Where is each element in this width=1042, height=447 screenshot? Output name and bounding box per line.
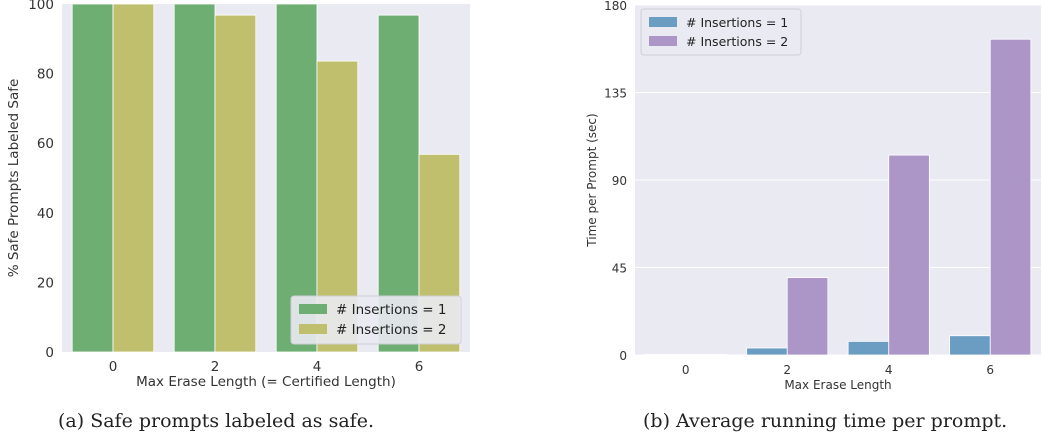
legend-swatch xyxy=(299,324,327,334)
x-tick-label: 2 xyxy=(783,363,791,377)
bar xyxy=(173,3,216,353)
y-tick-label: 100 xyxy=(28,0,54,13)
bar xyxy=(214,14,257,353)
y-axis-label: % Safe Prompts Labeled Safe xyxy=(6,79,22,278)
bar xyxy=(746,347,788,356)
legend-label: # Insertions = 1 xyxy=(336,302,446,318)
y-tick-label: 45 xyxy=(612,262,627,276)
y-tick-label: 135 xyxy=(604,87,627,101)
legend-box xyxy=(640,8,802,56)
x-tick-label: 6 xyxy=(986,363,994,377)
y-axis-label: Time per Prompt (sec) xyxy=(585,113,599,247)
bar xyxy=(847,340,890,356)
y-tick-label: 90 xyxy=(612,174,627,188)
bar xyxy=(786,277,829,356)
y-tick-label: 80 xyxy=(37,67,54,83)
bar xyxy=(112,3,155,353)
x-tick-label: 2 xyxy=(211,359,220,375)
bar xyxy=(685,354,727,356)
chart-running-time: 0 2 4 6 0 45 90 135 180 Max Erase Length Time per … xyxy=(585,0,1041,392)
bar xyxy=(888,154,930,356)
y-tick-label: 0 xyxy=(45,345,54,361)
x-tick-label: 4 xyxy=(313,359,322,375)
bar xyxy=(71,3,114,353)
bar xyxy=(275,3,318,353)
legend-label: # Insertions = 2 xyxy=(336,322,446,338)
legend-box xyxy=(290,295,462,345)
bar xyxy=(644,354,687,356)
caption-b: (b) Average running time per prompt. xyxy=(643,410,1008,432)
x-tick-label: 0 xyxy=(109,359,118,375)
legend-label: # Insertions = 2 xyxy=(686,34,788,49)
x-tick-label: 4 xyxy=(885,363,893,377)
y-tick-label: 40 xyxy=(37,206,54,222)
x-axis-label: Max Erase Length xyxy=(784,378,891,392)
legend-label: # Insertions = 1 xyxy=(686,15,788,30)
caption-a: (a) Safe prompts labeled as safe. xyxy=(58,410,374,432)
y-tick-label: 0 xyxy=(619,349,627,363)
bar xyxy=(949,335,991,356)
legend-swatch xyxy=(299,304,327,314)
x-tick-label: 6 xyxy=(415,359,424,375)
y-tick-label: 60 xyxy=(37,136,54,152)
bar xyxy=(989,38,1032,356)
legend-swatch xyxy=(649,36,677,46)
y-tick-label: 180 xyxy=(604,0,627,13)
x-tick-label: 0 xyxy=(682,363,690,377)
x-axis-label: Max Erase Length (= Certified Length) xyxy=(136,374,396,390)
y-tick-label: 20 xyxy=(37,275,54,291)
legend-swatch xyxy=(649,17,677,27)
